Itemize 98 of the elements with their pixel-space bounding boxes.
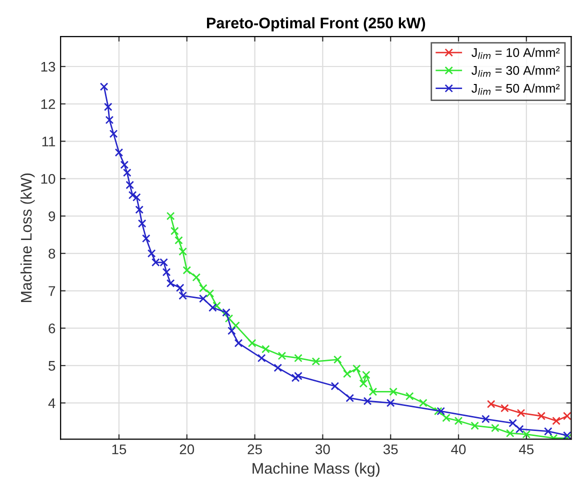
y-tick-label: 5: [48, 361, 56, 371]
point: [248, 338, 256, 348]
point: [234, 338, 243, 348]
point: [552, 416, 560, 426]
point: [174, 236, 183, 244]
point: [192, 273, 201, 282]
point: [135, 206, 144, 214]
y-tick-label: 13: [41, 62, 56, 72]
y-tick-label: 12: [41, 99, 56, 109]
point: [291, 374, 300, 382]
point: [389, 388, 398, 396]
point: [359, 379, 368, 388]
point: [562, 412, 572, 420]
point: [126, 180, 134, 190]
point: [147, 249, 156, 258]
point: [199, 294, 208, 303]
point: [294, 372, 302, 380]
point: [128, 190, 137, 200]
point: [544, 427, 552, 436]
x-tick-label: 20: [180, 444, 194, 454]
point: [333, 355, 342, 364]
point: [278, 352, 286, 360]
point: [206, 289, 214, 298]
point: [515, 424, 524, 434]
x-axis-title: Machine Mass (kg): [252, 462, 380, 477]
point: [199, 284, 208, 292]
point: [508, 418, 517, 428]
point: [104, 102, 112, 112]
point: [454, 416, 463, 426]
point: [346, 394, 354, 402]
point: [506, 429, 514, 438]
chart-title: Pareto-Optimal Front (250 kW): [207, 17, 426, 32]
y-tick-label: 10: [41, 174, 56, 184]
x-tick-label: 25: [248, 444, 262, 454]
point: [222, 308, 230, 317]
point: [386, 398, 395, 408]
point: [274, 364, 282, 372]
point: [330, 382, 340, 390]
point: [482, 414, 490, 424]
y-tick-label: 4: [48, 398, 56, 408]
point: [114, 148, 124, 157]
y-tick-label: 9: [48, 211, 56, 222]
point: [491, 424, 500, 432]
point: [537, 412, 546, 420]
point: [166, 279, 175, 288]
point: [166, 212, 175, 220]
legend-label: J$_{lim}$ = 30 A/mm²: [472, 66, 560, 77]
point: [162, 268, 171, 276]
point: [486, 400, 496, 408]
point: [312, 357, 320, 366]
legend-label: J$_{lim}$ = 50 A/mm²: [472, 84, 560, 95]
point: [261, 344, 270, 354]
point: [522, 430, 531, 439]
point: [500, 404, 509, 412]
point: [212, 302, 221, 310]
point: [208, 303, 217, 312]
y-tick-label: 8: [48, 248, 56, 259]
point: [405, 392, 414, 400]
y-axis-title: Machine Loss (kW): [20, 173, 35, 302]
point: [362, 370, 370, 380]
point: [170, 226, 179, 236]
point: [178, 247, 187, 256]
point: [224, 314, 234, 323]
y-tick-label: 7: [48, 286, 56, 296]
y-tick-label: 11: [42, 136, 56, 146]
point: [363, 396, 372, 406]
point: [142, 234, 150, 243]
point: [368, 388, 378, 396]
y-tick-label: 6: [48, 324, 56, 334]
point: [419, 398, 428, 408]
point: [562, 431, 572, 440]
legend-label: J$_{lim}$ = 10 A/mm²: [472, 48, 560, 59]
point: [100, 82, 108, 91]
point: [436, 406, 446, 416]
point: [352, 364, 361, 373]
point: [178, 291, 187, 300]
x-tick-label: 45: [519, 444, 534, 454]
point: [120, 160, 129, 169]
point: [294, 354, 302, 362]
point: [182, 266, 192, 274]
x-tick-label: 40: [451, 444, 466, 454]
point: [228, 326, 236, 335]
point: [232, 321, 240, 330]
point: [342, 370, 352, 378]
point: [105, 116, 114, 124]
point: [516, 408, 526, 418]
x-tick-label: 15: [112, 444, 126, 454]
point: [257, 354, 266, 362]
point: [434, 406, 442, 416]
point: [176, 284, 184, 292]
point: [109, 130, 118, 138]
point: [122, 168, 132, 177]
x-tick-label: 30: [316, 444, 330, 454]
point: [132, 193, 141, 202]
point: [442, 414, 450, 422]
point: [138, 219, 146, 228]
x-tick-label: 35: [383, 444, 398, 454]
point: [470, 422, 479, 430]
